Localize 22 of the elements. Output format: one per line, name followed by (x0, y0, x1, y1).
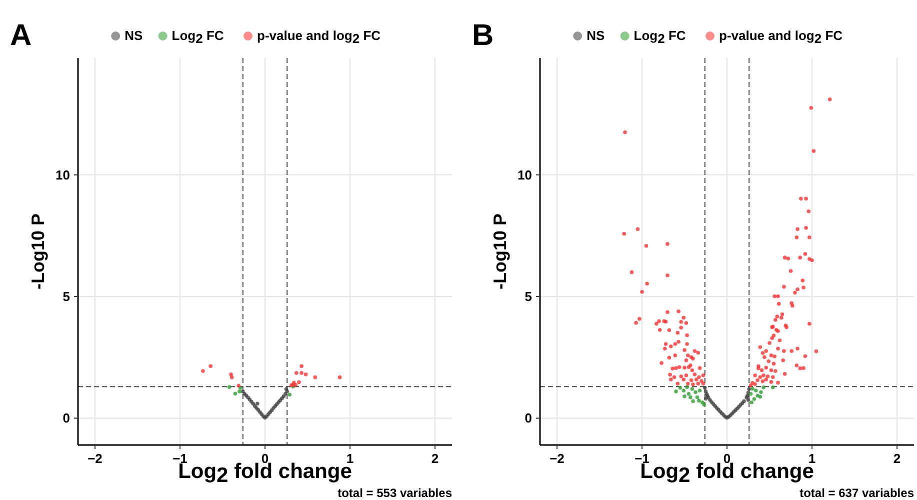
x-tick-label: 0 (723, 451, 731, 466)
x-tick-label: −2 (550, 451, 564, 466)
y-tick-label: 5 (62, 289, 70, 304)
y-tick-label: 0 (524, 410, 532, 426)
y-tick-label: 10 (518, 167, 532, 182)
legend-label: NS (124, 28, 143, 43)
y-axis-title: -Log10 P (28, 213, 48, 290)
x-tick-label: 1 (808, 451, 816, 466)
y-tick-label: 10 (56, 167, 70, 182)
y-tick-label: 5 (524, 289, 532, 304)
x-tick-label: 2 (431, 451, 439, 466)
x-tick-label: 0 (261, 451, 269, 466)
chart-title: A (10, 19, 32, 52)
x-tick-label: −2 (88, 451, 102, 466)
y-axis-title: -Log10 P (490, 213, 510, 290)
x-tick-label: 2 (893, 451, 901, 466)
text: total = 637 variables (800, 486, 914, 500)
legend-label: NS (586, 28, 605, 43)
chart-title: B (472, 19, 494, 52)
x-tick-label: 1 (346, 451, 354, 466)
text: total = 553 variables (338, 486, 452, 500)
y-tick-label: 0 (62, 410, 70, 426)
